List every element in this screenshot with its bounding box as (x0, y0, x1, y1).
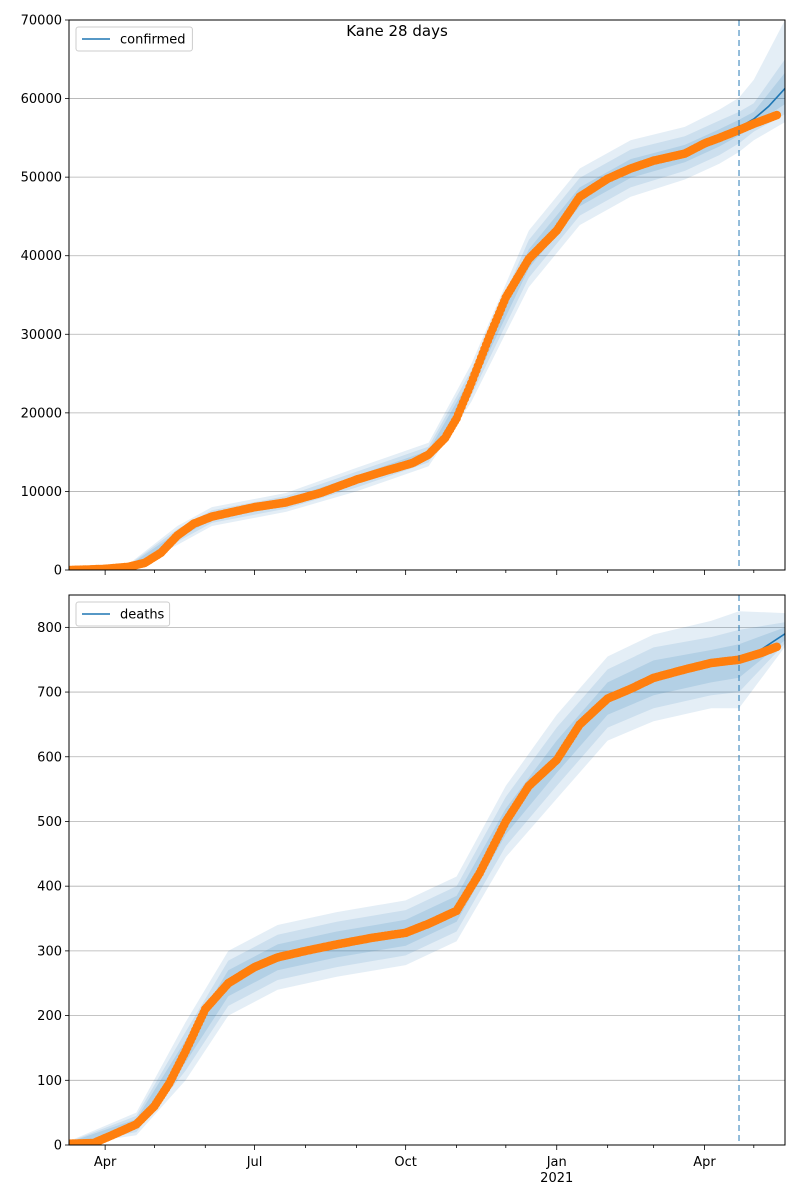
chart-title: Kane 28 days (346, 22, 448, 40)
legend-label: deaths (120, 608, 165, 623)
y-tick-label: 700 (37, 686, 62, 701)
y-tick-label: 300 (37, 944, 62, 959)
y-tick-label: 10000 (21, 485, 62, 500)
series-points-deaths (69, 642, 782, 1145)
y-tick-label: 20000 (21, 406, 62, 421)
x-tick-label: Jan (546, 1155, 567, 1170)
y-tick-label: 100 (37, 1074, 62, 1089)
y-tick-label: 600 (37, 750, 62, 765)
uncertainty-band-outer (69, 20, 785, 570)
legend-box (75, 601, 171, 627)
axes-frame (68, 19, 786, 571)
y-tick-label: 400 (37, 880, 62, 895)
y-tick-label: 60000 (21, 92, 62, 107)
uncertainty-band-middle (69, 59, 785, 570)
y-tick-label: 70000 (21, 14, 62, 29)
deaths-panel: 0 100 200 300 400 500 600 700 800 Apr Jul Oct Jan Apr… (37, 594, 786, 1186)
y-tick-label: 40000 (21, 249, 62, 264)
uncertainty-band-inner (69, 627, 785, 1145)
x-tick-label: Apr (94, 1155, 117, 1170)
x-tick-label: Jul (246, 1155, 263, 1170)
series-points-confirmed (69, 110, 782, 570)
data-point (772, 110, 782, 120)
x-tick-label: Apr (693, 1155, 716, 1170)
y-tick-label: 200 (37, 1009, 62, 1024)
y-tick-label: 0 (54, 564, 62, 579)
legend: confirmed (75, 26, 193, 52)
y-tick-label: 30000 (21, 328, 62, 343)
x-tick-label: Oct (394, 1155, 416, 1170)
legend-label: confirmed (120, 33, 186, 48)
y-tick-label: 500 (37, 815, 62, 830)
y-tick-label: 800 (37, 621, 62, 636)
legend: deaths (75, 601, 171, 627)
plot-area (69, 611, 785, 1145)
uncertainty-band-middle (69, 622, 785, 1145)
y-tick-label: 0 (54, 1139, 62, 1154)
x-tick-year-label: 2021 (540, 1171, 573, 1186)
axes-frame (68, 594, 786, 1146)
plot-area (69, 20, 785, 570)
data-point (772, 642, 782, 652)
uncertainty-band-inner (69, 72, 785, 570)
y-tick-label: 50000 (21, 171, 62, 186)
confirmed-panel: 0 10000 20000 30000 40000 50000 60000 70000 conf… (21, 14, 786, 579)
legend-box (75, 26, 193, 52)
